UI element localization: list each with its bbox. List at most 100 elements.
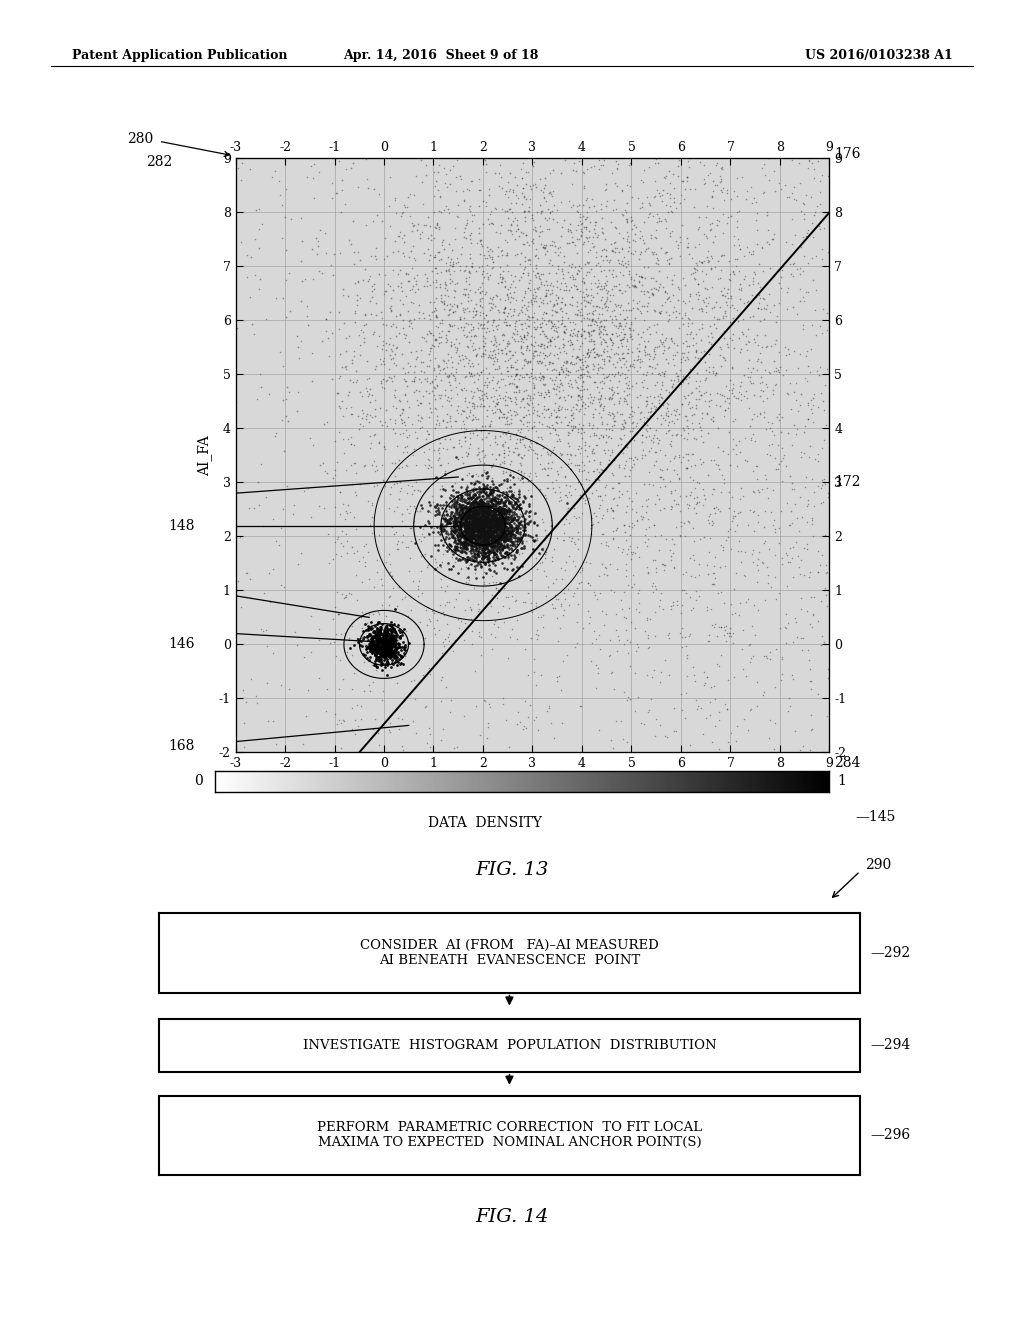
Point xyxy=(486,543,503,564)
Point xyxy=(378,634,394,655)
Point xyxy=(510,517,526,539)
Point xyxy=(580,252,596,273)
Point xyxy=(430,362,446,383)
Point xyxy=(457,516,473,537)
Point xyxy=(601,350,617,371)
Point xyxy=(460,284,476,305)
Point xyxy=(505,482,521,503)
Point xyxy=(360,636,377,657)
Point xyxy=(464,494,480,515)
Point xyxy=(393,645,410,667)
Point xyxy=(441,273,458,294)
Point xyxy=(483,527,500,548)
Point xyxy=(755,288,771,309)
Point xyxy=(806,168,822,189)
Point xyxy=(598,280,614,301)
Point xyxy=(514,345,530,366)
Point xyxy=(546,345,562,366)
Point xyxy=(581,487,597,508)
Point xyxy=(737,189,754,210)
Point xyxy=(735,619,752,640)
Point xyxy=(521,371,538,392)
Point xyxy=(538,374,554,395)
Point xyxy=(620,331,636,352)
Point xyxy=(504,539,520,560)
Point xyxy=(558,232,574,253)
Point xyxy=(474,516,490,537)
Point xyxy=(555,264,571,285)
Point xyxy=(479,521,496,543)
Point xyxy=(457,346,473,367)
Point xyxy=(514,313,530,334)
Point xyxy=(371,642,387,663)
Point xyxy=(731,260,748,281)
Point xyxy=(329,528,345,549)
Point xyxy=(572,214,589,235)
Point xyxy=(332,397,348,418)
Point xyxy=(439,504,456,525)
Point xyxy=(485,520,502,541)
Point xyxy=(451,516,467,537)
Point xyxy=(349,242,366,263)
Point xyxy=(346,635,362,656)
Point xyxy=(464,539,480,560)
Point xyxy=(634,510,650,531)
Point xyxy=(444,527,461,548)
Point xyxy=(766,510,782,531)
Point xyxy=(496,612,512,634)
Point xyxy=(473,527,489,548)
Point xyxy=(622,276,638,297)
Point xyxy=(404,570,421,591)
Point xyxy=(487,331,504,352)
Point xyxy=(431,277,447,298)
Point xyxy=(587,387,603,408)
Point xyxy=(472,282,488,304)
Point xyxy=(625,297,641,318)
Point xyxy=(634,350,650,371)
Point xyxy=(584,310,600,331)
Point xyxy=(511,226,527,247)
Point xyxy=(517,487,534,508)
Point xyxy=(506,487,522,508)
Point xyxy=(656,168,673,189)
Point xyxy=(507,521,523,543)
Point xyxy=(651,186,668,207)
Point xyxy=(492,507,508,528)
Point xyxy=(472,507,488,528)
Point xyxy=(337,397,353,418)
Point xyxy=(749,671,765,692)
Point xyxy=(678,458,694,479)
Point xyxy=(502,162,518,183)
Point xyxy=(464,466,480,487)
Point xyxy=(517,363,534,384)
Point xyxy=(479,502,496,523)
Point xyxy=(477,153,494,174)
Point xyxy=(481,477,498,498)
Point xyxy=(786,224,803,246)
Point xyxy=(543,330,559,351)
Point xyxy=(508,510,524,531)
Point xyxy=(416,308,432,329)
Point xyxy=(595,399,611,420)
Point xyxy=(582,425,598,446)
Point xyxy=(428,330,444,351)
Point xyxy=(693,408,710,429)
Point xyxy=(468,503,484,524)
Point xyxy=(526,317,543,338)
Point xyxy=(534,403,550,424)
Text: 284: 284 xyxy=(835,756,861,770)
Point xyxy=(279,178,295,199)
Point xyxy=(523,205,540,226)
Point xyxy=(674,370,690,391)
Point xyxy=(607,293,624,314)
Point xyxy=(470,313,486,334)
Point xyxy=(492,496,508,517)
Point xyxy=(490,488,507,510)
Point xyxy=(434,516,451,537)
Point xyxy=(318,462,335,483)
Point xyxy=(407,368,423,389)
Point xyxy=(466,326,482,347)
Point xyxy=(566,636,583,657)
Point xyxy=(594,304,610,325)
Point xyxy=(461,517,477,539)
